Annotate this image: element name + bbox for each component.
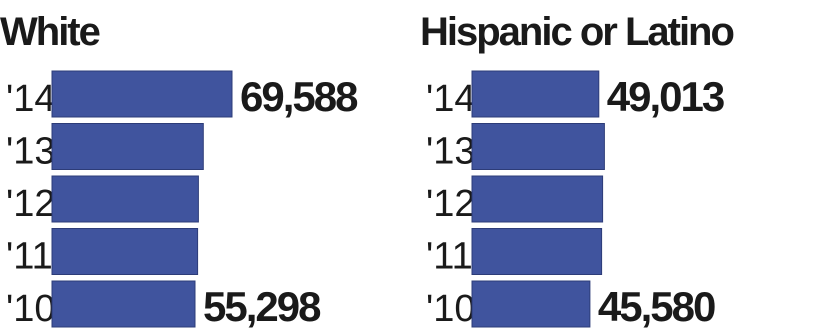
- value-label: 49,013: [607, 73, 724, 120]
- bar: [471, 280, 591, 328]
- year-label: '10: [6, 288, 56, 330]
- year-label: '13: [6, 131, 56, 173]
- year-label: '14: [426, 78, 476, 120]
- value-label: 69,588: [240, 73, 358, 120]
- year-label: '12: [426, 183, 476, 225]
- bar: [471, 175, 604, 223]
- bar: [471, 228, 603, 275]
- chart-title: Hispanic or Latino: [420, 10, 735, 54]
- year-label: '11: [426, 236, 473, 278]
- value-label: 55,298: [203, 283, 321, 330]
- white-income-chart: White '14 69,588 '13 '12 '11 '10 55,298: [0, 0, 400, 335]
- hispanic-bars-plot: '14 49,013 '13 '12 '11 '10 45,580: [426, 70, 726, 330]
- bar: [51, 70, 233, 118]
- bar: [51, 123, 204, 170]
- bar: [471, 123, 605, 170]
- value-label: 45,580: [598, 283, 715, 330]
- year-label: '14: [6, 78, 56, 120]
- year-label: '11: [6, 236, 53, 278]
- white-bars-plot: '14 69,588 '13 '12 '11 '10 55,298: [6, 70, 360, 330]
- year-label: '10: [426, 288, 476, 330]
- year-label: '13: [426, 131, 476, 173]
- bar: [51, 175, 199, 223]
- chart-title: White: [0, 10, 101, 54]
- bar: [51, 228, 199, 275]
- bar: [471, 70, 600, 118]
- year-label: '12: [6, 183, 56, 225]
- bar: [51, 280, 196, 328]
- hispanic-income-chart: Hispanic or Latino '14 49,013 '13 '12 '11 '10…: [420, 0, 819, 335]
